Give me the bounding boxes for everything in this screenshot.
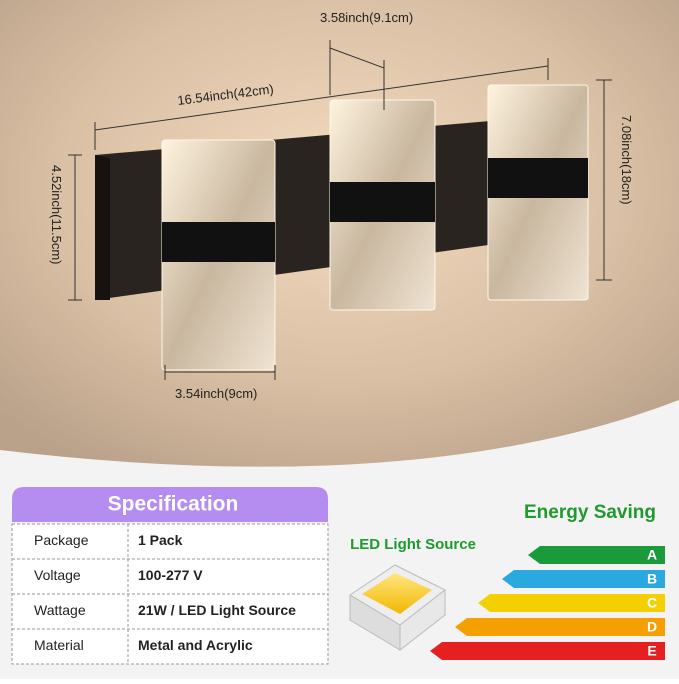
dimension-label: 3.58inch(9.1cm): [320, 10, 413, 25]
dimension-label: 7.08inch(18cm): [619, 115, 634, 205]
dimension-label: 3.54inch(9cm): [175, 386, 257, 401]
panel-band: [488, 158, 588, 198]
energy-grade: D: [647, 619, 657, 635]
panel-band: [162, 222, 275, 262]
led-chip: [399, 588, 446, 652]
spec-value: 100-277 V: [138, 567, 203, 583]
dimension-lines: [68, 40, 612, 380]
panel-band: [330, 182, 435, 222]
energy-grade: B: [647, 571, 657, 587]
spec-value: Metal and Acrylic: [138, 637, 253, 653]
energy-grade: C: [647, 595, 657, 611]
spec-label: Package: [34, 532, 89, 548]
spec-label: Voltage: [34, 567, 81, 583]
backplate-edge: [95, 155, 110, 300]
spec-value: 21W / LED Light Source: [138, 602, 296, 618]
spec-label: Wattage: [34, 602, 86, 618]
energy-title: Energy Saving: [524, 502, 656, 523]
energy-arrow: [430, 642, 665, 660]
spec-value: 1 Pack: [138, 532, 183, 548]
led-label: LED Light Source: [350, 536, 476, 553]
energy-arrow: [502, 570, 665, 588]
dimension-label: 4.52inch(11.5cm): [49, 165, 64, 264]
spec-header: [12, 487, 328, 522]
spec-label: Material: [34, 637, 84, 653]
energy-grade: E: [647, 643, 656, 659]
spec-title: Specification: [108, 493, 239, 516]
energy-arrow: [528, 546, 665, 564]
led-phosphor: [362, 573, 432, 614]
energy-grade: A: [647, 547, 657, 563]
energy-arrow: [455, 618, 665, 636]
energy-arrow: [478, 594, 665, 612]
